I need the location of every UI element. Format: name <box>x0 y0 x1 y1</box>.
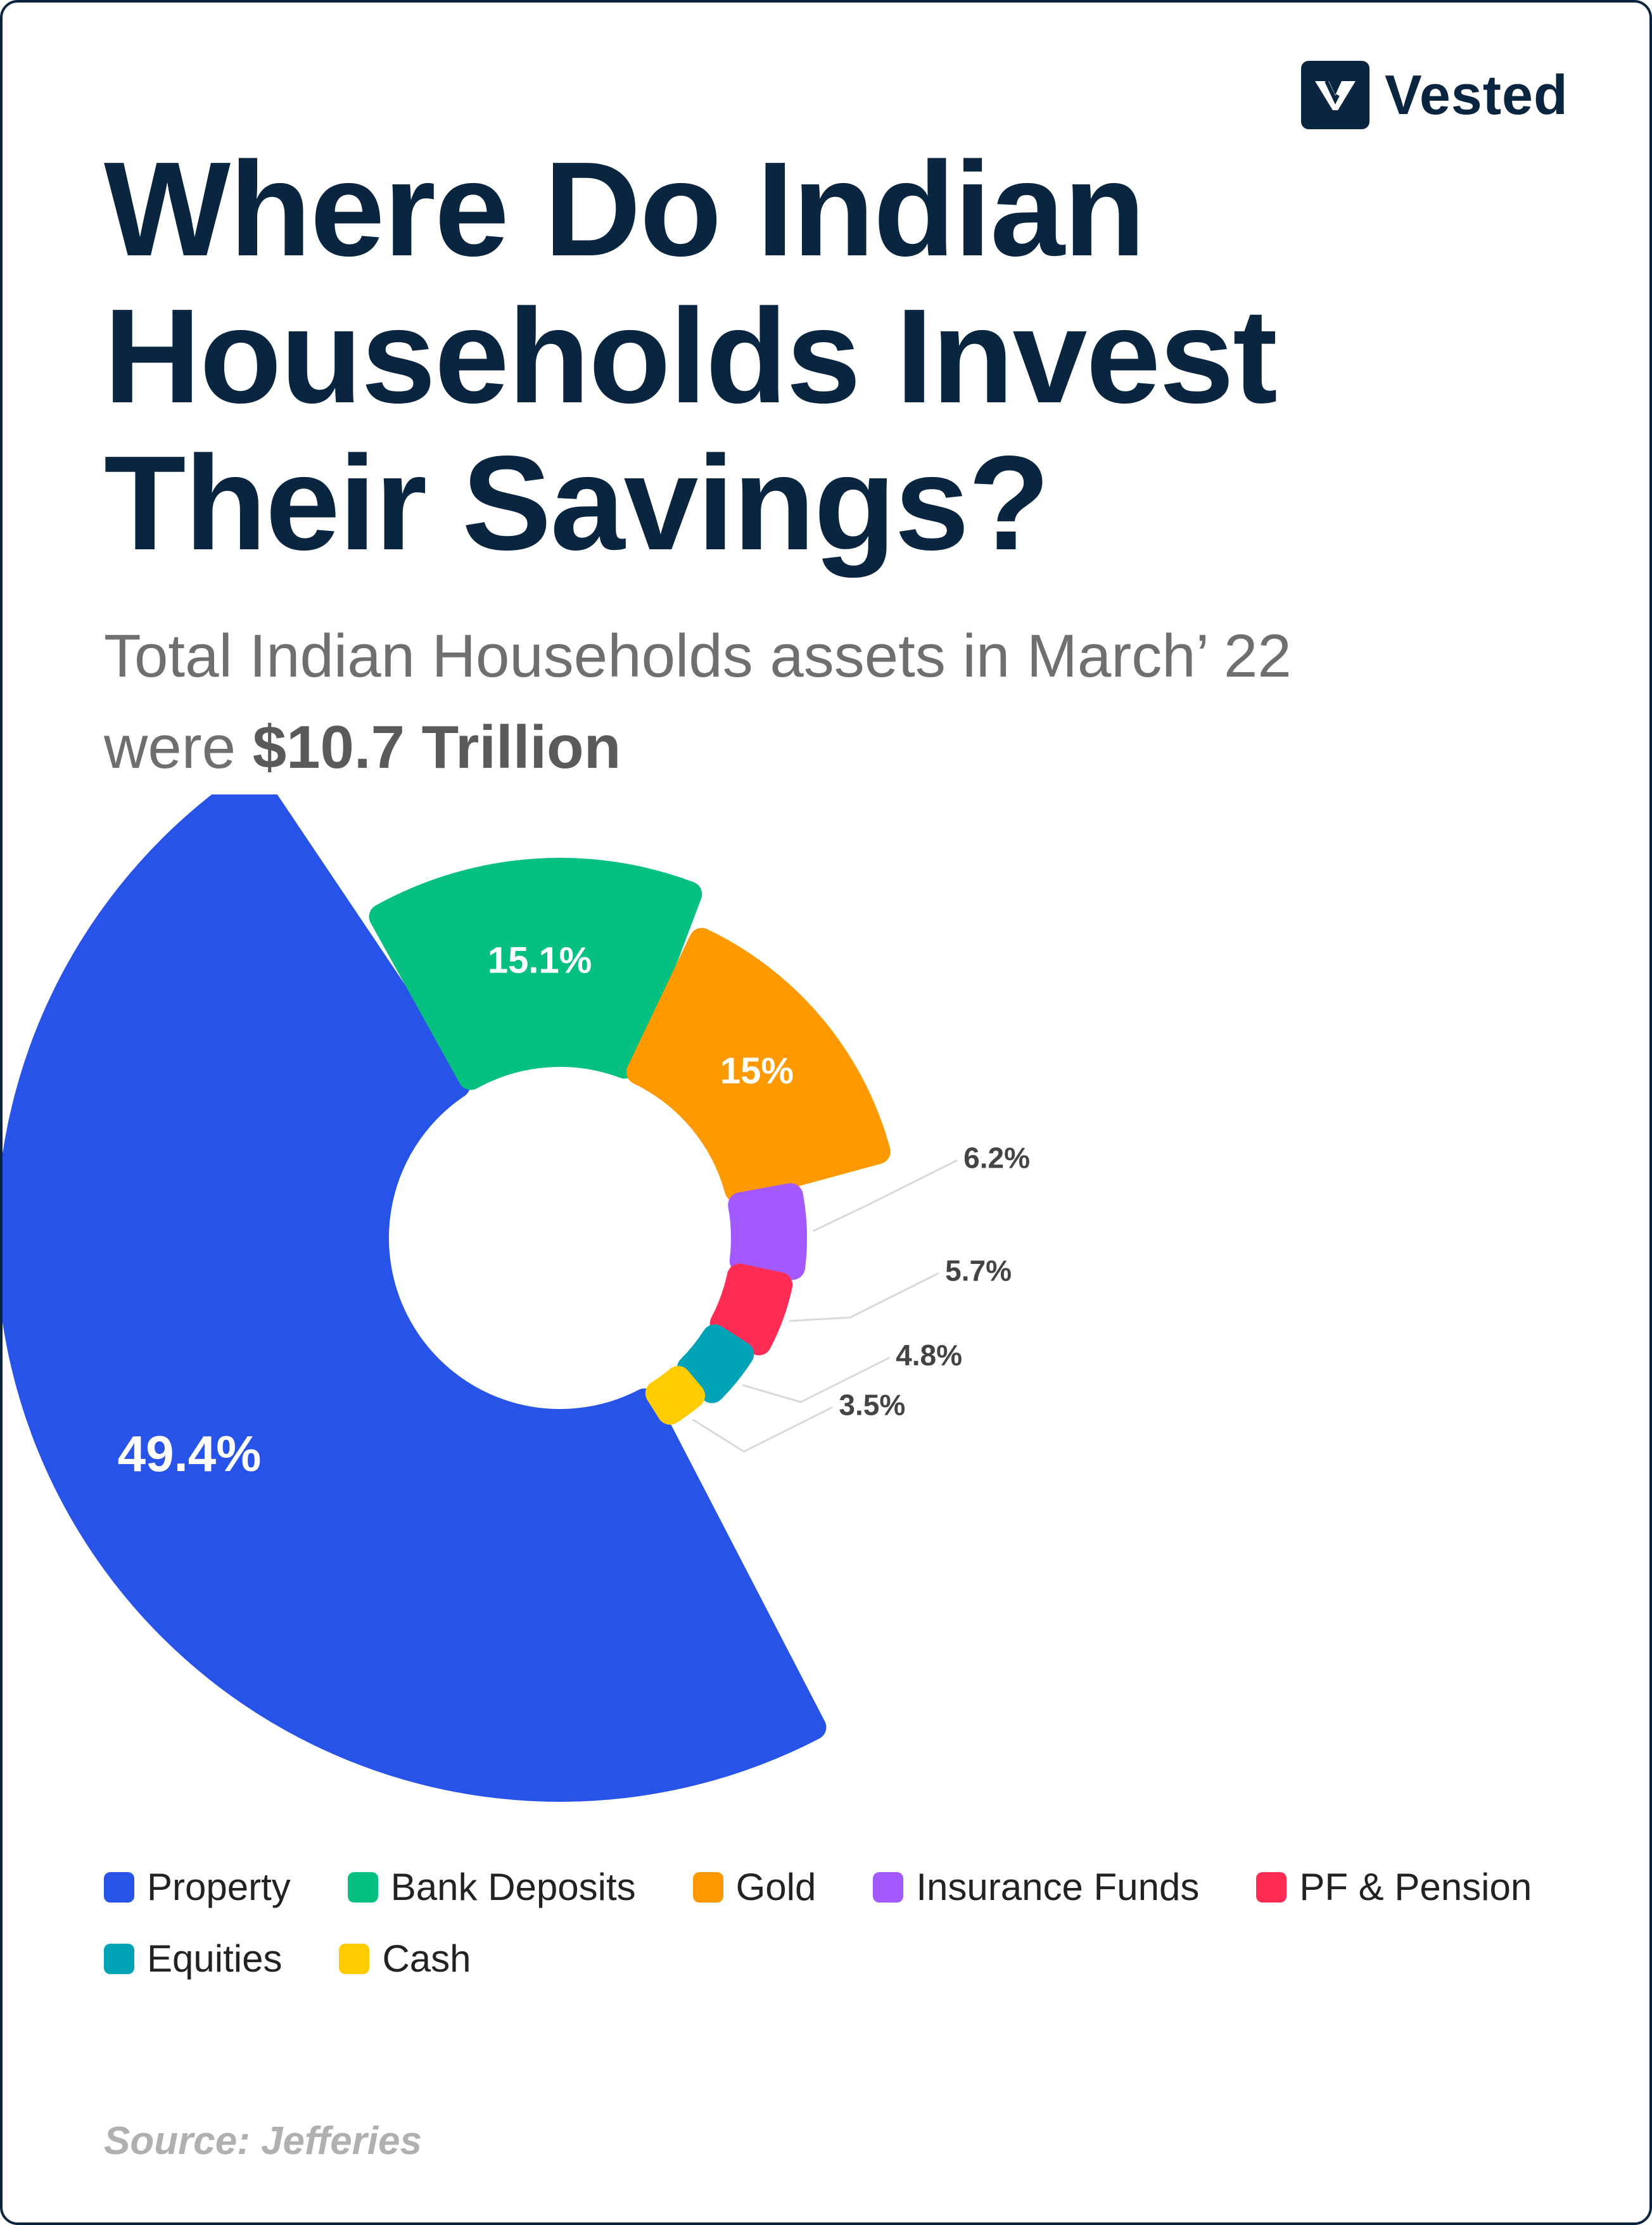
subtitle: Total Indian Households assets in March’… <box>104 611 1497 793</box>
legend-label: Bank Deposits <box>390 1866 636 1908</box>
total-assets-value: $10.7 Trillion <box>252 713 621 781</box>
slice-insurance-funds <box>728 1183 807 1280</box>
leader-line-equities <box>742 1356 890 1403</box>
legend-swatch <box>104 1871 134 1903</box>
legend-swatch <box>104 1943 134 1974</box>
slice-label-equities: 4.8% <box>896 1339 962 1372</box>
slice-label-insurance-funds: 6.2% <box>963 1142 1030 1175</box>
page-title: Where Do Indian Households Invest Their … <box>104 136 1371 577</box>
slice-cash <box>645 1366 706 1425</box>
legend-swatch <box>692 1871 723 1903</box>
title-line: Households Invest <box>104 281 1278 431</box>
legend-item-equities: Equities <box>104 1937 282 1980</box>
slice-pf-pension <box>709 1263 793 1356</box>
legend-swatch <box>339 1943 370 1974</box>
legend-item-insurance-funds: Insurance Funds <box>873 1865 1199 1909</box>
subtitle-line: were $10.7 Trillion <box>104 702 1497 793</box>
legend-item-gold: Gold <box>692 1865 816 1909</box>
leader-line-pf-pension <box>789 1272 939 1322</box>
legend-item-property: Property <box>104 1865 291 1909</box>
slice-label-property: 49.4% <box>118 1425 262 1482</box>
leader-line-insurance-funds <box>813 1159 958 1232</box>
leader-line-cash <box>692 1406 834 1453</box>
slice-property <box>3 794 827 1802</box>
brand-name: Vested <box>1385 63 1568 126</box>
slice-equities <box>677 1324 754 1403</box>
chart-legend: Property Bank Deposits Gold Insurance Funds… <box>104 1865 1561 1980</box>
legend-swatch <box>1256 1871 1287 1903</box>
subtitle-line: Total Indian Households assets in March’… <box>104 622 1292 690</box>
slice-bank-deposits <box>369 858 702 1090</box>
legend-label: Insurance Funds <box>916 1866 1200 1908</box>
slice-label-cash: 3.5% <box>839 1388 905 1421</box>
legend-item-cash: Cash <box>339 1937 471 1980</box>
legend-label: Cash <box>382 1937 471 1980</box>
legend-swatch <box>873 1871 904 1903</box>
slice-label-bank-deposits: 15.1% <box>488 940 592 981</box>
slice-label-gold: 15% <box>720 1050 794 1092</box>
brand: Vested <box>1301 61 1568 129</box>
legend-label: Equities <box>147 1937 283 1980</box>
v-logo-icon <box>1301 61 1369 129</box>
source-note: Source: Jefferies <box>104 2119 422 2163</box>
subtitle-prefix: were <box>104 713 253 781</box>
slice-label-pf-pension: 5.7% <box>945 1254 1012 1287</box>
title-line: Where Do Indian <box>104 134 1146 284</box>
legend-label: Gold <box>735 1866 816 1908</box>
slice-gold <box>626 928 891 1202</box>
legend-label: Property <box>147 1866 291 1908</box>
legend-label: PF & Pension <box>1299 1866 1532 1908</box>
donut-chart: 49.4% 15.1% 15% 6.2% 5.7% 4.8% 3.5% <box>3 794 1030 1802</box>
legend-item-pf-pension: PF & Pension <box>1256 1865 1532 1909</box>
title-line: Their Savings? <box>104 428 1050 578</box>
legend-item-bank-deposits: Bank Deposits <box>347 1865 636 1909</box>
legend-swatch <box>347 1871 378 1903</box>
